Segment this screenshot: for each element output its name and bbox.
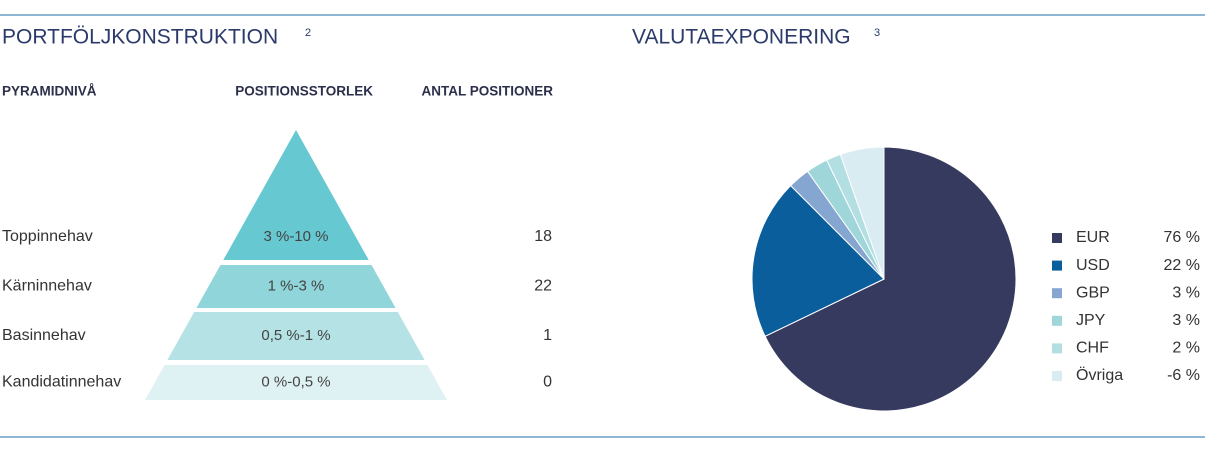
value-label: 76 % [1164, 229, 1200, 246]
value-label: 3 % [1172, 284, 1200, 301]
legend-swatch [1052, 371, 1062, 381]
legend-label: EUR [1076, 229, 1110, 246]
footnote-mark: 2 [305, 27, 311, 39]
legend-swatch [1052, 315, 1062, 326]
position-size: 1 %-3 % [268, 277, 325, 294]
column-header: PYRAMIDNIVÅ [2, 84, 97, 99]
position-count: 1 [543, 327, 552, 344]
level-name: Kandidatinnehav [2, 374, 121, 391]
legend-swatch [1052, 288, 1062, 299]
position-count: 0 [543, 374, 552, 391]
pie-slice [751, 184, 885, 337]
value-label: 2 % [1172, 340, 1200, 357]
portfolio-title: PORTFÖLJKONSTRUKTION [2, 26, 278, 49]
value-label: -6 % [1167, 367, 1200, 384]
legend-swatch [1052, 233, 1062, 243]
legend-label: Övriga [1076, 366, 1123, 384]
pyramid-level [223, 130, 369, 260]
position-count: 18 [534, 228, 552, 245]
pyramid-level [196, 265, 396, 308]
legend-label: USD [1076, 257, 1110, 274]
position-size: 0 %-0,5 % [261, 373, 330, 390]
column-header: ANTAL POSITIONER [421, 84, 553, 99]
legend-label: CHF [1076, 340, 1109, 357]
legend-swatch [1052, 260, 1062, 271]
pyramid-level [167, 312, 425, 360]
pyramid-level [145, 365, 447, 400]
column-header: POSITIONSSTORLEK [235, 84, 373, 99]
level-name: Toppinnehav [2, 228, 93, 245]
chart-title: VALUTAEXPONERING [632, 26, 851, 49]
footnote-mark: 3 [874, 27, 880, 39]
pie-slice [764, 146, 1017, 412]
legend-label: GBP [1076, 284, 1110, 301]
position-count: 22 [534, 278, 552, 295]
level-name: Basinnehav [2, 327, 86, 344]
position-size: 0,5 %-1 % [261, 327, 330, 344]
pie-slice [839, 146, 885, 280]
level-name: Kärninnehav [2, 278, 92, 295]
legend-swatch [1052, 343, 1062, 354]
value-label: 22 % [1164, 257, 1200, 274]
position-size: 3 %-10 % [263, 228, 328, 245]
value-label: 3 % [1172, 312, 1200, 329]
legend-label: JPY [1076, 312, 1106, 329]
